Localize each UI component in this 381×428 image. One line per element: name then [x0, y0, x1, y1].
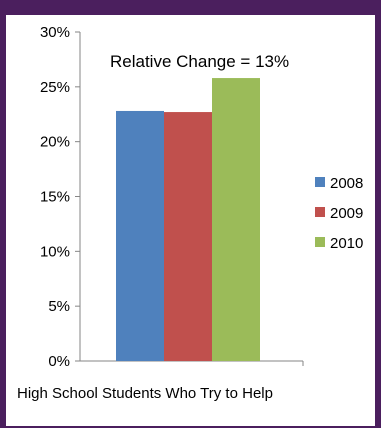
- bar-2008: [116, 110, 164, 362]
- legend-swatch-2009: [315, 207, 325, 217]
- bar-2010: [212, 78, 260, 361]
- y-tick-label: 30%: [40, 24, 70, 41]
- y-tick-label: 15%: [40, 189, 70, 206]
- chart-panel: 0% 5% 10% 15% 20% 25% 30% Relative Change = 13…: [6, 15, 375, 426]
- legend-label-2008: 2008: [330, 175, 363, 192]
- relative-change-annotation: Relative Change = 13%: [110, 52, 289, 71]
- bar-group: [116, 78, 260, 362]
- legend-swatch-2008: [315, 177, 325, 187]
- category-label: High School Students Who Try to Help: [17, 385, 273, 402]
- legend: 2008 2009 2010: [315, 175, 363, 252]
- legend-swatch-2010: [315, 237, 325, 247]
- legend-label-2010: 2010: [330, 235, 363, 252]
- y-tick-label: 25%: [40, 79, 70, 96]
- legend-label-2009: 2009: [330, 205, 363, 222]
- y-tick-label: 10%: [40, 243, 70, 260]
- bar-chart: 0% 5% 10% 15% 20% 25% 30% Relative Change = 13…: [17, 24, 363, 402]
- y-tick-label: 0%: [48, 353, 70, 370]
- bar-2009: [164, 112, 212, 361]
- y-axis-ticks: 0% 5% 10% 15% 20% 25% 30%: [40, 24, 80, 370]
- y-tick-label: 20%: [40, 134, 70, 151]
- y-tick-label: 5%: [48, 298, 70, 315]
